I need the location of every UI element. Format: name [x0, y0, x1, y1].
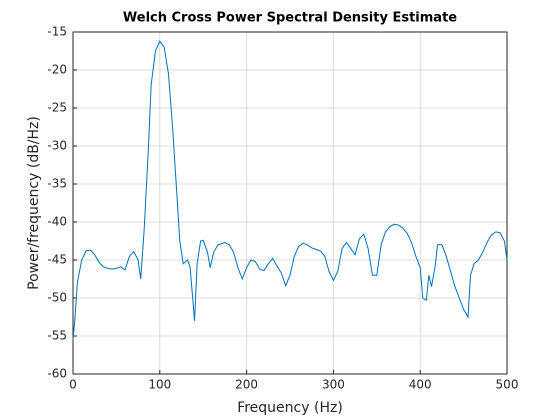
y-tick-label: -45 — [47, 253, 67, 267]
x-axis-label: Frequency (Hz) — [237, 400, 343, 416]
y-tick-label: -55 — [47, 329, 67, 343]
chart-title: Welch Cross Power Spectral Density Estim… — [123, 11, 457, 26]
y-tick-label: -15 — [47, 25, 67, 39]
y-tick-label: -20 — [47, 63, 67, 77]
y-tick-label: -50 — [47, 291, 67, 305]
line — [72, 40, 508, 340]
y-tick-label: -40 — [47, 215, 67, 229]
y-axis-label: Power/frequency (dB/Hz) — [26, 116, 42, 290]
x-tick-label: 400 — [409, 378, 432, 392]
x-tick-label: 100 — [148, 378, 171, 392]
y-tick-label: -60 — [47, 367, 67, 381]
plot-area — [73, 32, 507, 374]
x-tick-label: 500 — [496, 378, 519, 392]
y-tick-label: -30 — [47, 139, 67, 153]
y-tick-label: -25 — [47, 101, 67, 115]
x-tick-label: 200 — [235, 378, 258, 392]
x-tick-label: 0 — [69, 378, 77, 392]
x-tick-label: 300 — [322, 378, 345, 392]
y-tick-label: -35 — [47, 177, 67, 191]
axes-box — [72, 31, 508, 375]
